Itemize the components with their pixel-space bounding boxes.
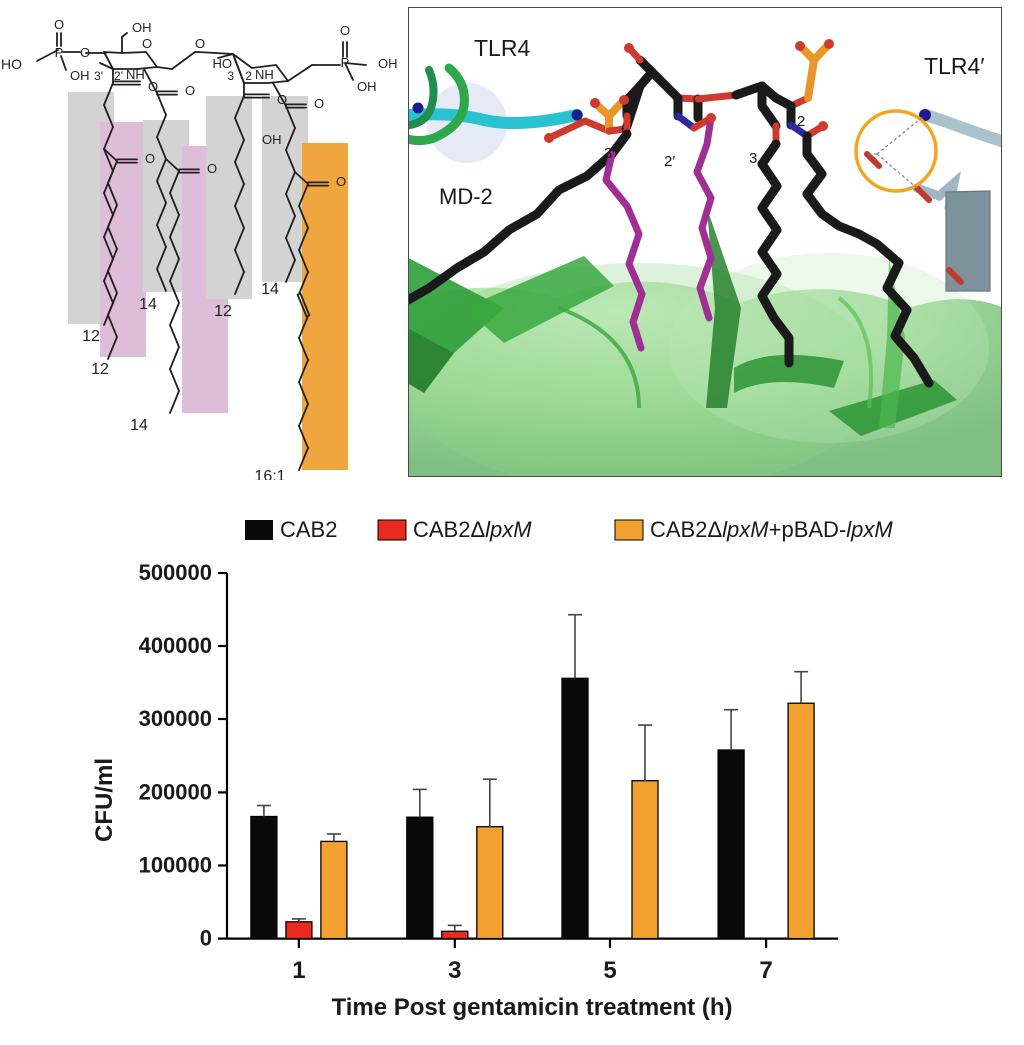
- svg-text:200000: 200000: [139, 779, 212, 804]
- svg-text:2: 2: [797, 113, 805, 130]
- svg-text:100000: 100000: [139, 853, 212, 878]
- svg-text:14: 14: [261, 281, 279, 298]
- svg-text:O: O: [277, 92, 287, 107]
- svg-text:P: P: [55, 45, 64, 60]
- svg-text:500000: 500000: [139, 560, 212, 585]
- svg-text:NH: NH: [255, 67, 274, 82]
- svg-text:O: O: [54, 17, 64, 32]
- svg-text:12: 12: [214, 303, 232, 320]
- svg-text:CAB2: CAB2: [280, 517, 337, 542]
- svg-text:CAB2ΔlpxM: CAB2ΔlpxM: [413, 517, 532, 542]
- svg-text:14: 14: [130, 417, 148, 434]
- svg-text:12: 12: [82, 328, 100, 345]
- svg-text:400000: 400000: [139, 633, 212, 658]
- svg-text:3': 3': [94, 69, 103, 83]
- svg-text:CAB2ΔlpxM+pBAD-lpxM: CAB2ΔlpxM+pBAD-lpxM: [650, 517, 893, 542]
- svg-text:MD-2: MD-2: [439, 184, 493, 209]
- svg-text:TLR4: TLR4: [474, 35, 530, 61]
- svg-text:O: O: [340, 23, 350, 38]
- svg-text:2': 2': [114, 69, 123, 83]
- svg-text:OH: OH: [357, 79, 377, 94]
- svg-text:OH: OH: [132, 20, 152, 35]
- svg-text:1: 1: [292, 957, 305, 984]
- svg-text:HO: HO: [1, 56, 22, 72]
- svg-text:OH: OH: [70, 68, 90, 83]
- svg-text:14: 14: [139, 296, 157, 313]
- svg-text:OH: OH: [262, 132, 282, 147]
- svg-text:3: 3: [749, 150, 757, 167]
- svg-text:12: 12: [91, 361, 109, 378]
- svg-text:TLR4′: TLR4′: [924, 53, 985, 79]
- svg-text:O: O: [336, 174, 346, 189]
- svg-text:O: O: [148, 79, 158, 94]
- svg-text:O: O: [195, 36, 205, 51]
- svg-text:5: 5: [603, 957, 616, 984]
- svg-text:7: 7: [759, 957, 772, 984]
- svg-text:2′: 2′: [664, 153, 675, 170]
- svg-text:3′: 3′: [604, 145, 615, 162]
- svg-text:16:1: 16:1: [254, 468, 285, 480]
- svg-text:O: O: [142, 36, 152, 51]
- svg-text:0: 0: [200, 926, 212, 951]
- svg-text:O: O: [314, 96, 324, 111]
- svg-text:3: 3: [448, 957, 461, 984]
- svg-text:P: P: [341, 55, 350, 70]
- svg-text:OH: OH: [378, 56, 398, 71]
- svg-text:2: 2: [245, 69, 252, 83]
- svg-text:O: O: [80, 45, 90, 60]
- svg-text:O: O: [185, 83, 195, 98]
- svg-text:O: O: [145, 151, 155, 166]
- svg-text:300000: 300000: [139, 706, 212, 731]
- svg-text:Time Post gentamicin treatment: Time Post gentamicin treatment (h): [332, 994, 733, 1021]
- svg-text:3: 3: [227, 69, 234, 83]
- svg-text:O: O: [207, 161, 217, 176]
- svg-text:CFU/ml: CFU/ml: [91, 758, 118, 842]
- svg-text:NH: NH: [126, 67, 145, 82]
